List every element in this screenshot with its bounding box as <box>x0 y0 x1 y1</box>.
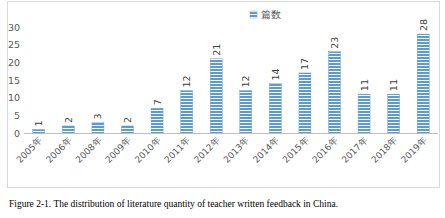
bar <box>329 52 341 133</box>
y-tick-label: 30 <box>8 22 20 33</box>
y-tick-label: 5 <box>14 110 20 121</box>
x-tick-label: 2012年 <box>192 135 222 165</box>
bar <box>240 91 252 133</box>
data-label: 28 <box>418 19 429 31</box>
chart-frame <box>8 2 440 188</box>
chart-svg: 051015202530123271221121417231111282005年… <box>0 0 445 218</box>
data-label: 17 <box>299 58 310 70</box>
data-label: 2 <box>63 117 74 123</box>
data-label: 7 <box>152 99 163 105</box>
data-label: 1 <box>33 120 44 126</box>
bar <box>299 73 311 133</box>
caption: Figure 2-1. The distribution of literatu… <box>9 199 338 209</box>
x-tick-label: 2014年 <box>251 135 281 165</box>
bar <box>388 94 400 133</box>
y-tick-label: 0 <box>14 128 20 139</box>
x-tick-label: 2018年 <box>369 135 399 165</box>
x-tick-label: 2006年 <box>44 135 74 165</box>
data-label: 14 <box>270 68 281 80</box>
x-tick-label: 2015年 <box>281 135 311 165</box>
data-label: 11 <box>359 79 370 91</box>
y-tick-label: 15 <box>8 75 20 86</box>
x-tick-label: 2005年 <box>15 135 45 165</box>
bars <box>33 34 429 133</box>
x-tick-label: 2010年 <box>133 135 163 165</box>
bar <box>358 94 370 133</box>
data-label: 21 <box>211 44 222 56</box>
x-tick-label: 2009年 <box>103 135 133 165</box>
x-axis-line <box>24 133 438 134</box>
bar <box>210 59 222 133</box>
bar <box>417 34 429 133</box>
data-label: 12 <box>240 76 251 88</box>
legend-swatch <box>250 11 257 18</box>
data-label: 3 <box>92 113 103 119</box>
y-tick-label: 20 <box>8 57 20 68</box>
bar <box>269 84 281 133</box>
bar <box>92 122 104 133</box>
bar <box>33 129 45 133</box>
data-label: 2 <box>122 117 133 123</box>
x-tick-label: 2008年 <box>74 135 104 165</box>
bar <box>62 126 74 133</box>
x-tick-label: 2011年 <box>162 135 192 165</box>
bar <box>181 91 193 133</box>
legend-label: 篇数 <box>261 9 281 20</box>
x-tick-label: 2013年 <box>222 135 252 165</box>
chart-container: 051015202530123271221121417231111282005年… <box>0 0 445 218</box>
x-tick-label: 2017年 <box>340 135 370 165</box>
y-tick-label: 10 <box>8 92 20 103</box>
data-label: 11 <box>388 79 399 91</box>
bar <box>151 108 163 133</box>
bar <box>122 126 134 133</box>
x-tick-label: 2019年 <box>399 135 429 165</box>
data-label: 12 <box>181 76 192 88</box>
x-tick-label: 2016年 <box>310 135 340 165</box>
data-label: 23 <box>329 37 340 49</box>
y-tick-label: 25 <box>8 39 20 50</box>
